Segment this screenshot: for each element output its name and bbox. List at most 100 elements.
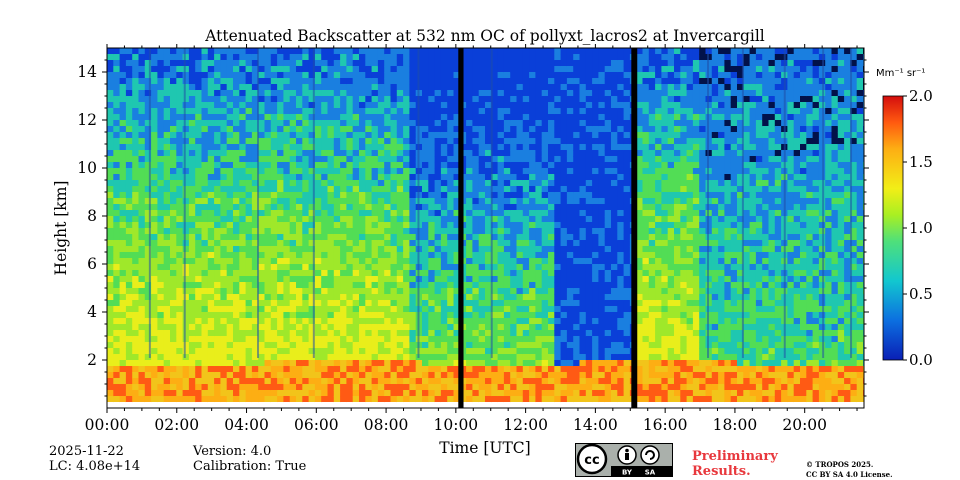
- heatmap-cell: [258, 60, 265, 67]
- heatmap-cell: [466, 366, 473, 373]
- heatmap-cell: [321, 252, 328, 259]
- heatmap-cell: [188, 204, 196, 211]
- heatmap-cell: [333, 270, 341, 277]
- heatmap-cell: [503, 84, 511, 91]
- heatmap-cell: [522, 138, 530, 145]
- heatmap-cell: [327, 180, 335, 187]
- heatmap-cell: [535, 270, 543, 277]
- heatmap-cell: [585, 66, 593, 73]
- heatmap-cell: [560, 342, 568, 349]
- heatmap-plot-area: [107, 48, 864, 408]
- heatmap-cell: [529, 180, 536, 187]
- heatmap-cell: [214, 384, 221, 391]
- heatmap-cell: [233, 204, 240, 211]
- heatmap-cell: [132, 78, 139, 85]
- heatmap-cell: [220, 360, 228, 367]
- heatmap-cell: [176, 96, 183, 103]
- heatmap-cell: [535, 258, 543, 265]
- heatmap-cell: [340, 246, 347, 253]
- heatmap-cell: [182, 372, 190, 379]
- heatmap-cell: [296, 288, 303, 295]
- heatmap-cell: [283, 234, 291, 241]
- heatmap-cell: [585, 324, 593, 331]
- heatmap-cell: [447, 162, 454, 169]
- heatmap-cell: [144, 264, 152, 271]
- heatmap-cell: [258, 78, 265, 85]
- heatmap-cell: [592, 246, 599, 253]
- heatmap-cell: [396, 264, 404, 271]
- heatmap-cell: [566, 276, 574, 283]
- heatmap-cell: [503, 234, 511, 241]
- heatmap-cell: [138, 378, 146, 385]
- heatmap-cell: [491, 66, 498, 73]
- heatmap-cell: [277, 300, 284, 307]
- heatmap-cell: [188, 144, 196, 151]
- heatmap-cell: [163, 288, 171, 295]
- heatmap-cell: [529, 90, 536, 97]
- heatmap-cell: [314, 90, 322, 97]
- heatmap-cell: [270, 378, 278, 385]
- heatmap-cell: [447, 402, 454, 408]
- heatmap-cell: [529, 126, 536, 133]
- heatmap-cell: [239, 240, 246, 247]
- heatmap-cell: [396, 270, 404, 277]
- heatmap-cell: [308, 270, 316, 277]
- heatmap-cell: [604, 156, 612, 163]
- heatmap-cell: [340, 312, 347, 319]
- heatmap-cell: [522, 396, 530, 403]
- heatmap-cell: [390, 156, 398, 163]
- heatmap-cell: [377, 144, 385, 151]
- heatmap-cell: [188, 120, 196, 127]
- heatmap-cell: [579, 306, 587, 313]
- heatmap-cell: [560, 132, 568, 139]
- heatmap-cell: [359, 324, 366, 331]
- heatmap-cell: [472, 186, 480, 193]
- heatmap-cell: [201, 66, 209, 73]
- heatmap-cell: [113, 192, 120, 199]
- heatmap-cell: [214, 222, 221, 229]
- heatmap-cell: [466, 402, 473, 408]
- heatmap-cell: [384, 132, 391, 139]
- heatmap-cell: [359, 252, 366, 259]
- heatmap-cell: [107, 240, 114, 247]
- heatmap-cell: [340, 324, 347, 331]
- heatmap-cell: [214, 342, 221, 349]
- heatmap-cell: [132, 294, 139, 301]
- heatmap-cell: [541, 318, 549, 325]
- heatmap-cell: [270, 126, 278, 133]
- heatmap-cell: [554, 270, 561, 277]
- heatmap-cell: [497, 360, 505, 367]
- heatmap-cell: [516, 96, 524, 103]
- heatmap-cell: [478, 324, 486, 331]
- heatmap-cell: [340, 156, 347, 163]
- heatmap-cell: [270, 288, 278, 295]
- heatmap-cell: [560, 246, 568, 253]
- heatmap-cell: [403, 252, 410, 259]
- heatmap-cell: [466, 306, 473, 313]
- heatmap-cell: [598, 360, 606, 367]
- heatmap-cell: [592, 306, 599, 313]
- heatmap-cell: [573, 54, 580, 61]
- heatmap-cell: [258, 246, 265, 253]
- heatmap-cell: [302, 276, 309, 283]
- heatmap-cell: [535, 300, 543, 307]
- heatmap-cell: [264, 180, 272, 187]
- heatmap-cell: [585, 282, 593, 289]
- heatmap-cell: [258, 96, 265, 103]
- heatmap-cell: [497, 78, 505, 85]
- heatmap-cell: [333, 366, 341, 373]
- heatmap-cell: [258, 168, 265, 175]
- heatmap-cell: [554, 210, 561, 217]
- heatmap-cell: [497, 282, 505, 289]
- heatmap-cell: [554, 342, 561, 349]
- heatmap-cell: [466, 324, 473, 331]
- heatmap-cell: [585, 180, 593, 187]
- heatmap-cell: [239, 252, 246, 259]
- heatmap-cell: [592, 84, 599, 91]
- heatmap-cell: [277, 306, 284, 313]
- heatmap-cell: [188, 48, 196, 55]
- heatmap-cell: [491, 186, 498, 193]
- heatmap-cell: [176, 348, 183, 355]
- heatmap-cell: [277, 360, 284, 367]
- heatmap-cell: [434, 204, 442, 211]
